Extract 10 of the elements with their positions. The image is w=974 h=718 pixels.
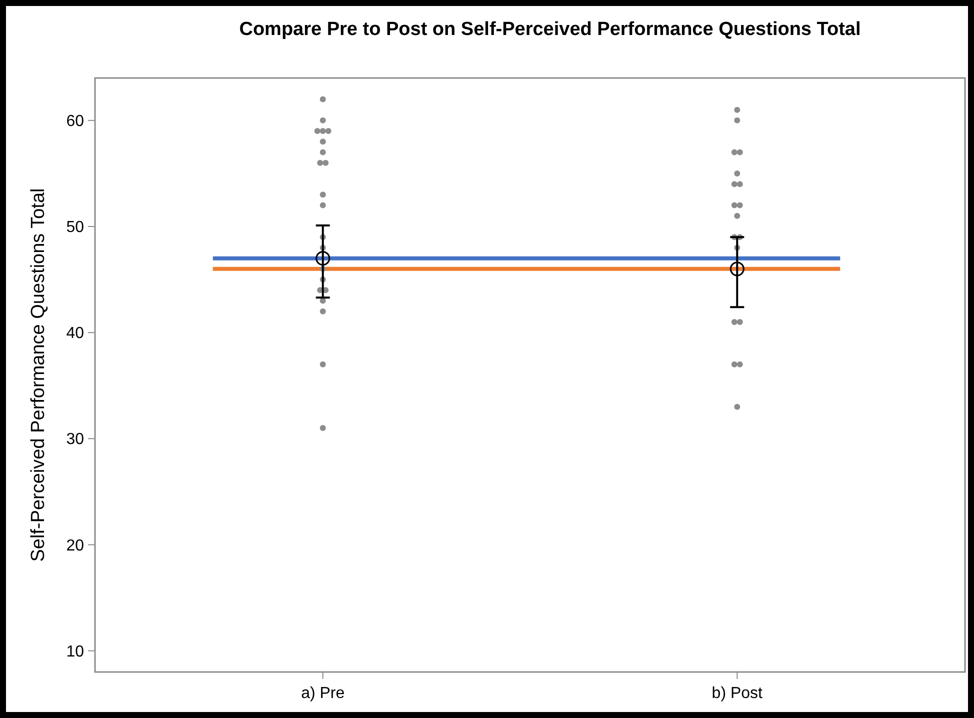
x-tick-label: a) Pre: [301, 685, 345, 702]
y-axis-title: Self-Perceived Performance Questions Total: [28, 188, 49, 562]
chart-title: Compare Pre to Post on Self-Perceived Performance Questions Total: [239, 19, 861, 40]
y-tick-label: 40: [66, 325, 84, 342]
y-tick-label: 30: [66, 431, 84, 448]
y-tick-label: 50: [66, 219, 84, 236]
y-tick-label: 20: [66, 537, 84, 554]
y-tick-label: 10: [66, 643, 84, 660]
y-tick-label: 60: [66, 113, 84, 130]
x-tick-label: b) Post: [712, 685, 764, 702]
